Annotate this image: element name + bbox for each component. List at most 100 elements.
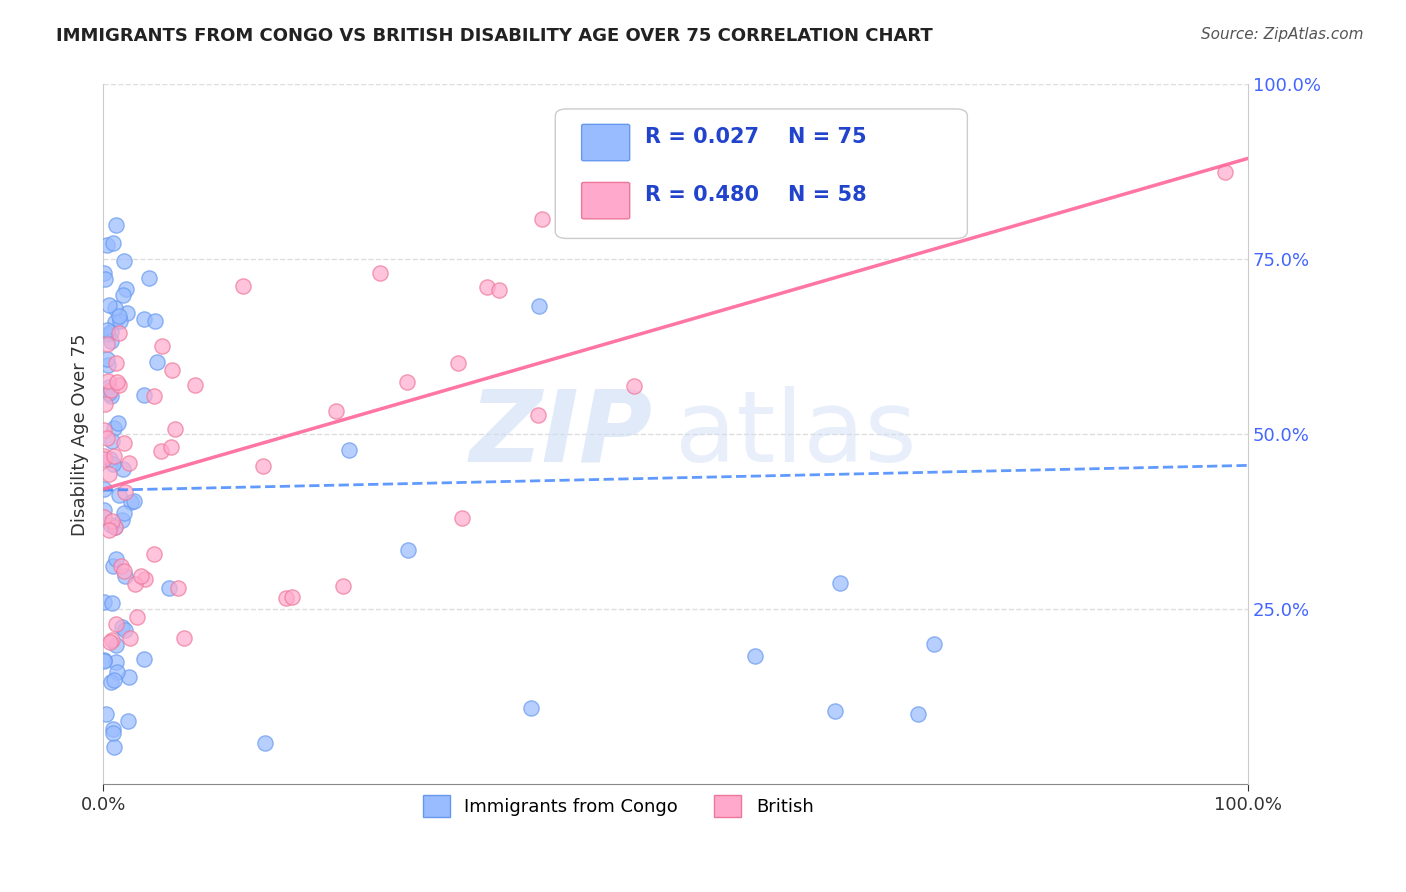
Point [100, 325, 122, 339]
Point [124, 577, 146, 591]
Point [118, 670, 141, 684]
Point [93, 510, 115, 524]
Point [93, 451, 115, 466]
Point [104, 356, 127, 370]
Point [103, 722, 125, 736]
Point [252, 458, 274, 473]
Point [167, 582, 190, 596]
Point [98, 385, 121, 400]
Point [110, 620, 132, 634]
Point [104, 617, 127, 632]
Point [93, 450, 115, 464]
Point [96, 323, 118, 337]
Point [396, 375, 419, 389]
Point [94, 397, 117, 411]
Point [103, 236, 125, 251]
Point [531, 211, 554, 226]
Point [281, 591, 304, 605]
Point [105, 665, 128, 679]
Text: IMMIGRANTS FROM CONGO VS BRITISH DISABILITY AGE OVER 75 CORRELATION CHART: IMMIGRANTS FROM CONGO VS BRITISH DISABIL… [56, 27, 934, 45]
Point [93, 266, 115, 280]
Point [97, 358, 120, 372]
Point [104, 638, 127, 652]
FancyBboxPatch shape [582, 183, 630, 219]
Point [96, 351, 118, 366]
Point [112, 506, 135, 520]
Point [103, 740, 125, 755]
Point [159, 440, 181, 454]
Point [93, 654, 115, 668]
Point [254, 736, 277, 750]
Point [103, 421, 125, 435]
Point [101, 558, 124, 573]
Point [907, 707, 929, 722]
Point [96, 238, 118, 252]
Point [149, 444, 172, 458]
Point [114, 623, 136, 637]
Point [134, 388, 156, 402]
Text: R = 0.480    N = 58: R = 0.480 N = 58 [644, 186, 866, 205]
Point [150, 339, 173, 353]
Point [97, 467, 120, 482]
Point [97, 375, 120, 389]
Point [157, 581, 180, 595]
Point [104, 301, 127, 316]
Point [337, 442, 360, 457]
Point [104, 315, 127, 329]
Point [134, 312, 156, 326]
Point [184, 377, 207, 392]
Point [527, 299, 550, 313]
Point [101, 457, 124, 471]
Y-axis label: Disability Age Over 75: Disability Age Over 75 [72, 334, 89, 536]
Point [105, 655, 128, 669]
Point [93, 483, 115, 497]
Point [93, 595, 115, 609]
Point [115, 306, 138, 320]
Point [118, 456, 141, 470]
Point [636, 145, 658, 159]
Point [111, 513, 134, 527]
Point [97, 298, 120, 312]
Point [118, 631, 141, 645]
Point [477, 279, 499, 293]
Point [127, 609, 149, 624]
Point [105, 376, 128, 390]
Point [100, 334, 122, 349]
Point [142, 547, 165, 561]
Point [96, 432, 118, 446]
Point [744, 649, 766, 664]
Point [101, 632, 124, 647]
Point [97, 326, 120, 341]
Point [93, 502, 115, 516]
Point [396, 542, 419, 557]
Point [107, 377, 129, 392]
Point [107, 309, 129, 323]
Legend: Immigrants from Congo, British: Immigrants from Congo, British [416, 788, 821, 824]
Point [138, 271, 160, 285]
Point [922, 637, 945, 651]
Point [104, 219, 127, 233]
Point [100, 389, 122, 403]
Point [100, 675, 122, 690]
Point [98, 452, 121, 467]
Point [145, 355, 167, 369]
Point [101, 514, 124, 528]
Point [96, 336, 118, 351]
Point [103, 449, 125, 463]
Point [108, 487, 131, 501]
Point [623, 379, 645, 393]
Point [131, 569, 153, 583]
Point [232, 279, 254, 293]
Point [134, 572, 156, 586]
FancyBboxPatch shape [582, 124, 630, 161]
Point [110, 558, 132, 573]
Point [115, 282, 138, 296]
Point [107, 417, 129, 431]
Point [1213, 165, 1236, 179]
Point [451, 511, 474, 525]
Point [101, 596, 124, 610]
Point [112, 435, 135, 450]
Text: R = 0.027    N = 75: R = 0.027 N = 75 [644, 127, 866, 146]
Point [824, 704, 846, 718]
Point [114, 485, 136, 500]
